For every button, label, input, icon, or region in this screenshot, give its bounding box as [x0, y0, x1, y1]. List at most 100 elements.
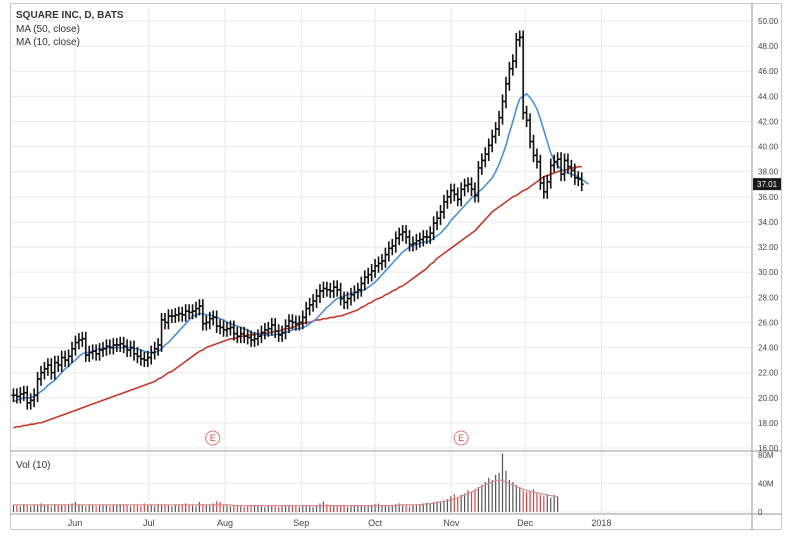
price-bar: [383, 247, 388, 268]
price-bar: [386, 241, 391, 262]
price-bar: [541, 176, 546, 199]
price-bar: [118, 336, 123, 352]
price-bar: [414, 233, 419, 251]
price-tick-label: 32.00: [758, 243, 779, 252]
price-bar: [138, 349, 143, 366]
price-bar: [448, 183, 453, 204]
price-bar: [510, 54, 515, 76]
legend-ma50: MA (50, close): [16, 24, 80, 35]
price-bar: [314, 289, 319, 308]
price-bar: [324, 281, 329, 297]
price-bar: [176, 306, 181, 322]
price-bar: [338, 282, 343, 306]
price-bar: [400, 225, 405, 242]
price-bar: [42, 361, 47, 380]
price-tick-label: 30.00: [758, 268, 779, 277]
price-bar: [63, 350, 68, 367]
price-bar: [169, 309, 174, 324]
price-bar: [101, 341, 106, 357]
price-bar: [262, 323, 267, 340]
price-bar: [393, 231, 398, 253]
price-bar: [528, 113, 533, 149]
price-tick-label: 22.00: [758, 369, 779, 378]
price-bar: [441, 194, 446, 219]
price-tick-label: 48.00: [758, 42, 779, 51]
last-price-tag: [753, 178, 781, 191]
price-bar: [94, 344, 99, 361]
price-bar: [56, 355, 61, 373]
price-bar: [83, 331, 88, 362]
price-bar: [183, 304, 188, 322]
month-label: Jul: [143, 518, 155, 528]
price-bar: [521, 30, 526, 120]
price-bar: [107, 339, 112, 355]
price-bar: [497, 110, 502, 136]
price-tick-label: 20.00: [758, 394, 779, 403]
price-tick-label: 36.00: [758, 193, 779, 202]
price-bar: [421, 230, 426, 247]
month-label: Oct: [368, 518, 383, 528]
price-bar: [417, 232, 422, 248]
volume-tick-label: 40M: [758, 480, 774, 489]
chart-frame: [10, 3, 782, 530]
price-bar: [379, 253, 384, 271]
price-bar: [311, 294, 316, 312]
price-bar: [321, 281, 326, 298]
price-tick-label: 40.00: [758, 143, 779, 152]
price-bar: [218, 319, 223, 335]
price-bar: [97, 343, 102, 361]
price-bar: [404, 225, 409, 244]
price-tick-label: 18.00: [758, 419, 779, 428]
price-bar: [49, 358, 54, 380]
price-bar: [187, 304, 192, 320]
month-label: 2018: [591, 518, 611, 528]
price-bar: [111, 338, 116, 355]
price-bar: [342, 291, 347, 310]
price-bar: [435, 211, 440, 231]
price-bar: [304, 301, 309, 325]
month-label: Nov: [443, 518, 460, 528]
price-bar: [493, 122, 498, 144]
month-label: Jun: [68, 518, 83, 528]
price-bar: [500, 94, 505, 125]
price-bar: [576, 171, 581, 187]
price-tick-label: 16.00: [758, 444, 779, 453]
earnings-marker-label: E: [458, 433, 464, 443]
month-label: Sep: [293, 518, 309, 528]
month-label: Dec: [517, 518, 534, 528]
price-bar: [362, 270, 367, 291]
price-bar: [452, 183, 457, 202]
price-bar: [366, 267, 371, 285]
price-bar: [503, 76, 508, 109]
price-bar: [445, 189, 450, 209]
price-bar: [328, 282, 333, 298]
price-bar: [52, 355, 57, 380]
price-bar: [490, 129, 495, 153]
price-bar: [373, 258, 378, 278]
earnings-marker: [205, 430, 221, 446]
price-bar: [45, 358, 50, 376]
price-tick-label: 24.00: [758, 344, 779, 353]
volume-tick-label: 0: [758, 508, 763, 517]
earnings-marker-label: E: [210, 433, 216, 443]
price-tick-label: 26.00: [758, 318, 779, 327]
price-bar: [410, 236, 415, 252]
price-bar: [469, 177, 474, 197]
price-bar: [70, 341, 75, 364]
price-bar: [142, 351, 147, 367]
volume-ma-line: [13, 479, 558, 507]
price-bar: [462, 178, 467, 197]
price-tick-label: 46.00: [758, 67, 779, 76]
price-tick-label: 42.00: [758, 117, 779, 126]
price-bar: [76, 333, 81, 350]
price-bar: [531, 134, 536, 163]
price-bar: [538, 154, 543, 190]
price-bar: [211, 310, 216, 326]
price-bar: [335, 280, 340, 297]
price-bar: [507, 61, 512, 91]
price-tick-label: 28.00: [758, 293, 779, 302]
price-bar: [152, 341, 157, 360]
month-label: Aug: [217, 518, 233, 528]
chart-title: SQUARE INC, D, BATS: [16, 10, 124, 21]
price-bar: [87, 345, 92, 362]
